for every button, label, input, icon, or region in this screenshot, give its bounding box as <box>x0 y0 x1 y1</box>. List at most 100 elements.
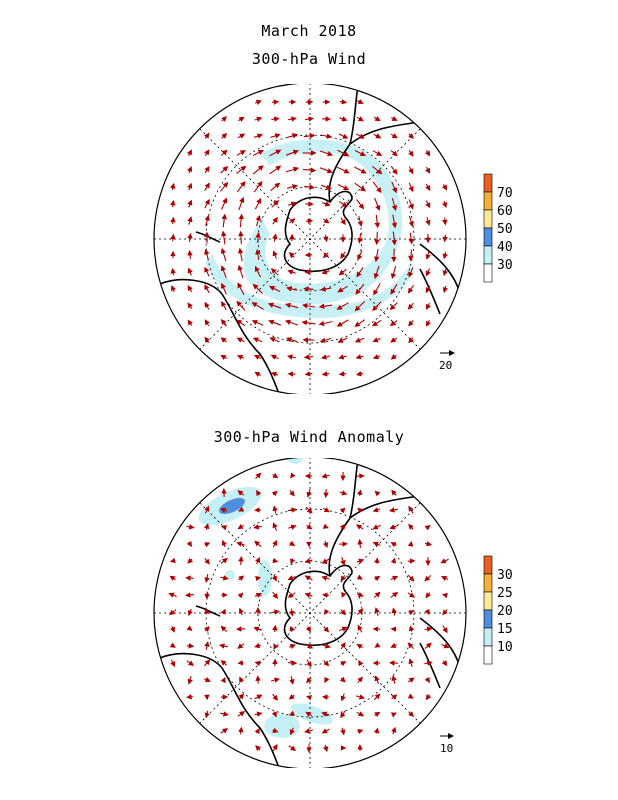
wind-vector-arrow <box>408 199 414 210</box>
wind-vector-arrow <box>187 676 193 685</box>
wind-vector-arrow <box>253 181 263 193</box>
wind-vector-arrow <box>169 625 175 633</box>
wind-vector-arrow <box>220 230 227 245</box>
wind-vector-arrow <box>425 268 431 277</box>
wind-vector-arrow <box>253 354 262 360</box>
wind-vector-arrow <box>390 626 397 632</box>
wind-vector-arrow <box>424 626 433 632</box>
wind-vector-arrow <box>408 337 414 344</box>
wind-vector-arrow <box>254 642 261 649</box>
wind-vector-arrow <box>288 693 295 700</box>
wind-vector-arrow <box>254 593 262 598</box>
colorbar-label: 50 <box>497 222 513 237</box>
wind-vector-arrow <box>170 182 176 191</box>
wind-vector-arrow <box>290 472 296 479</box>
wind-vector-arrow <box>204 319 210 327</box>
wind-vector-arrow <box>305 711 312 717</box>
wind-vector-arrow <box>204 336 210 343</box>
wind-vector-arrow <box>389 302 398 311</box>
wind-vector-arrow <box>408 658 414 667</box>
wind-vector-arrow <box>255 232 261 243</box>
wind-vector-arrow <box>254 371 261 378</box>
wind-vector-arrow <box>286 133 298 139</box>
wind-vector-arrow <box>338 371 347 377</box>
wind-vector-arrow <box>287 269 296 275</box>
wind-vector-arrow <box>289 540 296 546</box>
wind-vector-arrow <box>306 659 312 668</box>
wind-vector-arrow <box>204 182 210 191</box>
wind-vector-arrow <box>323 234 329 243</box>
wind-vector-arrow <box>323 540 329 549</box>
colorbar-swatch <box>483 263 493 283</box>
wind-vector-arrow <box>321 575 330 581</box>
colorbar-swatch <box>483 191 493 211</box>
wind-vector-arrow <box>238 556 244 565</box>
wind-vector-arrow <box>305 506 313 514</box>
reference-vector-label: 10 <box>440 742 453 755</box>
wind-vector-arrow <box>204 301 210 310</box>
wind-vector-arrow <box>305 99 314 105</box>
wind-vector-arrow <box>220 166 229 174</box>
wind-vector-arrow <box>424 660 433 666</box>
wind-vector-arrow <box>391 726 397 735</box>
colorbar-label: 20 <box>497 604 513 619</box>
wind-vector-arrow <box>339 507 346 514</box>
colorbar-swatch <box>483 627 493 647</box>
wind-vector-arrow <box>355 371 364 377</box>
wind-vector-arrow <box>358 660 364 667</box>
wind-vector-arrow <box>407 574 415 582</box>
wind-vector-arrow <box>204 505 210 514</box>
wind-vector-arrow <box>187 199 193 208</box>
wind-vector-arrow <box>390 149 398 157</box>
wind-vector-arrow <box>287 575 296 581</box>
wind-vector-arrow <box>407 677 415 683</box>
wind-vector-arrow <box>336 319 349 327</box>
wind-vector-arrow <box>204 710 210 719</box>
wind-vector-arrow <box>354 301 365 312</box>
wind-vector-arrow <box>339 676 346 683</box>
wind-vector-arrow <box>254 694 263 700</box>
wind-vector-arrow <box>255 745 261 751</box>
colorbar-swatch <box>483 591 493 611</box>
wind-vector-arrow <box>442 285 448 294</box>
wind-vector-arrow <box>255 248 261 261</box>
wind-vector-arrow <box>408 625 415 632</box>
reference-vector-label: 20 <box>439 359 452 372</box>
wind-vector-arrow <box>272 727 279 733</box>
wind-vector-arrow <box>390 557 397 564</box>
wind-vector-arrow <box>318 303 333 309</box>
wind-vector-arrow <box>285 149 299 156</box>
wind-vector-arrow <box>268 319 281 326</box>
wind-vector-arrow <box>408 182 414 193</box>
wind-vector-arrow <box>374 642 381 648</box>
wind-vector-arrow <box>239 676 245 683</box>
wind-vector-arrow <box>273 643 279 650</box>
wind-vector-arrow <box>322 252 329 259</box>
wind-vector-arrow <box>336 166 350 174</box>
wind-vector-arrow <box>204 214 210 227</box>
wind-vector-arrow <box>425 302 431 310</box>
wind-vector-arrow <box>237 264 244 279</box>
wind-vector-arrow <box>253 626 262 632</box>
wind-vector-arrow <box>321 269 330 275</box>
wind-vector-arrow <box>272 557 279 564</box>
wind-vector-arrow <box>170 199 176 208</box>
wind-vector-arrow <box>374 607 380 616</box>
wind-vector-arrow <box>372 181 382 194</box>
wind-vector-arrow <box>305 643 314 649</box>
wind-vector-arrow <box>237 592 244 599</box>
wind-vector-arrow <box>372 165 383 175</box>
wind-vector-arrow <box>304 558 313 564</box>
wind-vector-arrow <box>272 539 278 548</box>
wind-vector-arrow <box>356 574 363 580</box>
wind-vector-arrow <box>321 354 331 360</box>
wind-vector-arrow <box>269 149 282 157</box>
wind-vector-arrow <box>169 609 177 616</box>
anomaly-map-panel: 30 25 20 15 10 10 <box>153 458 513 768</box>
colorbar-swatch <box>483 645 493 665</box>
wind-vector-arrow <box>255 557 261 565</box>
wind-vector-arrow <box>288 524 297 530</box>
wind-vector-arrow <box>390 265 397 280</box>
wind-vector-arrow <box>355 133 365 139</box>
colorbar-label: 10 <box>497 640 513 655</box>
